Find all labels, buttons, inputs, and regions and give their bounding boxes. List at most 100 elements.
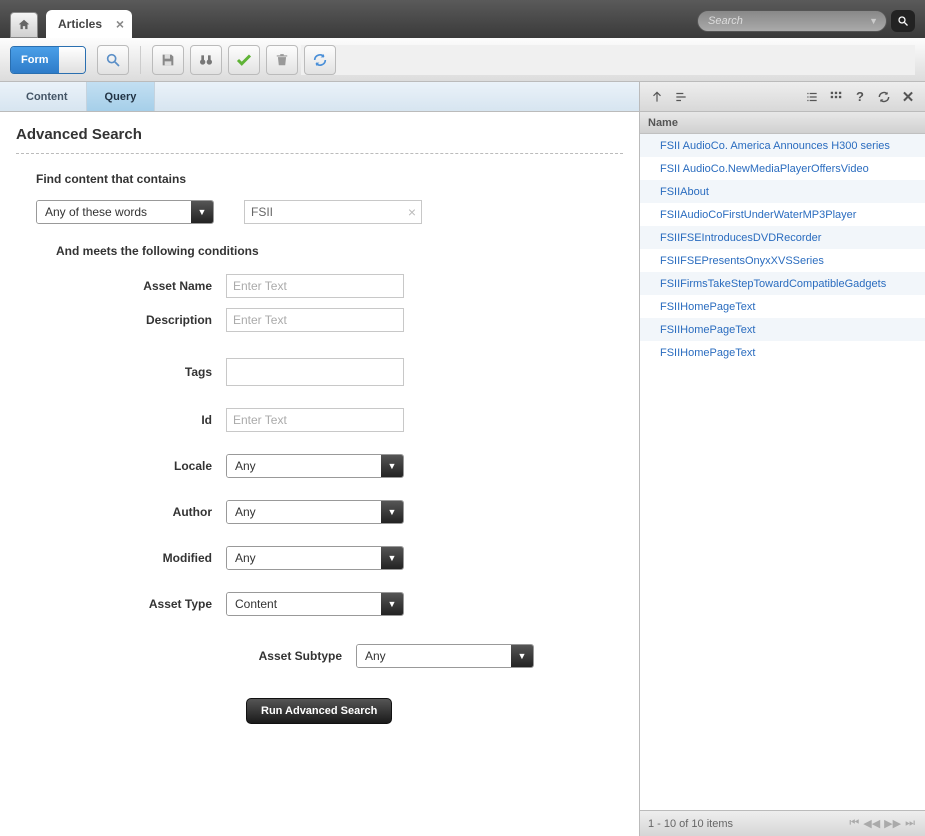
result-item[interactable]: FSIIFSEIntroducesDVDRecorder xyxy=(640,226,925,249)
page-prev-icon[interactable]: ◀◀ xyxy=(863,817,880,830)
refresh-results-icon[interactable] xyxy=(875,88,893,106)
description-input[interactable] xyxy=(226,308,404,332)
sort-icon[interactable] xyxy=(672,88,690,106)
search-button[interactable] xyxy=(891,10,915,32)
chevron-down-icon[interactable]: ▼ xyxy=(511,645,533,667)
close-icon[interactable]: × xyxy=(116,16,124,32)
result-item[interactable]: FSIIAudioCoFirstUnderWaterMP3Player xyxy=(640,203,925,226)
results-count: 1 - 10 of 10 items xyxy=(648,818,733,830)
locale-label: Locale xyxy=(16,459,226,473)
binoculars-icon xyxy=(198,52,214,68)
modified-value: Any xyxy=(227,547,381,569)
form-area: Advanced Search Find content that contai… xyxy=(0,112,639,836)
help-icon[interactable]: ? xyxy=(851,88,869,106)
search-icon xyxy=(897,15,909,27)
match-mode-select[interactable]: Any of these words ▼ xyxy=(36,200,214,224)
refresh-icon xyxy=(312,52,328,68)
chevron-down-icon[interactable]: ▼ xyxy=(381,455,403,477)
tab-query[interactable]: Query xyxy=(87,82,156,111)
result-item[interactable]: FSIIHomePageText xyxy=(640,341,925,364)
modified-label: Modified xyxy=(16,551,226,565)
trash-icon xyxy=(275,52,289,68)
result-item[interactable]: FSIIAbout xyxy=(640,180,925,203)
locale-select[interactable]: Any ▼ xyxy=(226,454,404,478)
results-toolbar: ? ✕ xyxy=(640,82,925,112)
result-item[interactable]: FSIIHomePageText xyxy=(640,318,925,341)
chevron-down-icon[interactable]: ▼ xyxy=(381,593,403,615)
run-search-button[interactable]: Run Advanced Search xyxy=(246,698,392,724)
save-button[interactable] xyxy=(152,45,184,75)
left-panel: Content Query Advanced Search Find conte… xyxy=(0,82,640,836)
result-item[interactable]: FSIIHomePageText xyxy=(640,295,925,318)
right-panel: ? ✕ Name FSII AudioCo. America Announces… xyxy=(640,82,925,836)
page-next-icon[interactable]: ▶▶ xyxy=(884,817,901,830)
asset-type-value: Content xyxy=(227,593,381,615)
dock-icon[interactable] xyxy=(648,88,666,106)
modified-select[interactable]: Any ▼ xyxy=(226,546,404,570)
results-header: Name xyxy=(640,112,925,134)
form-toggle-label: Form xyxy=(11,47,59,73)
conditions-label: And meets the following conditions xyxy=(56,244,623,258)
search-term-input[interactable] xyxy=(244,200,422,224)
tab-articles[interactable]: Articles × xyxy=(46,10,132,38)
search-placeholder: Search xyxy=(708,15,743,27)
page-title: Advanced Search xyxy=(16,126,623,143)
tab-strip: Articles × xyxy=(46,0,132,38)
description-label: Description xyxy=(16,313,226,327)
find-section-label: Find content that contains xyxy=(36,172,623,186)
asset-name-input[interactable] xyxy=(226,274,404,298)
author-value: Any xyxy=(227,501,381,523)
asset-type-label: Asset Type xyxy=(16,597,226,611)
asset-type-select[interactable]: Content ▼ xyxy=(226,592,404,616)
preview-button[interactable] xyxy=(190,45,222,75)
clear-icon[interactable]: × xyxy=(408,204,416,220)
locale-value: Any xyxy=(227,455,381,477)
global-search: Search ▼ xyxy=(697,10,915,32)
main-split: Content Query Advanced Search Find conte… xyxy=(0,82,925,836)
magnifier-icon xyxy=(105,52,121,68)
close-panel-icon[interactable]: ✕ xyxy=(899,88,917,106)
save-icon xyxy=(160,52,176,68)
asset-name-label: Asset Name xyxy=(16,279,226,293)
tab-content[interactable]: Content xyxy=(8,82,87,111)
result-item[interactable]: FSII AudioCo. America Announces H300 ser… xyxy=(640,134,925,157)
result-item[interactable]: FSII AudioCo.NewMediaPlayerOffersVideo xyxy=(640,157,925,180)
author-label: Author xyxy=(16,505,226,519)
results-list: FSII AudioCo. America Announces H300 ser… xyxy=(640,134,925,810)
id-label: Id xyxy=(16,413,226,427)
home-icon xyxy=(16,18,32,32)
top-bar: Articles × Search ▼ xyxy=(0,0,925,38)
asset-subtype-select[interactable]: Any ▼ xyxy=(356,644,534,668)
tags-input[interactable] xyxy=(226,358,404,386)
search-input[interactable]: Search ▼ xyxy=(697,10,887,32)
results-footer: 1 - 10 of 10 items ⏮ ◀◀ ▶▶ ⏭ xyxy=(640,810,925,836)
chevron-down-icon[interactable]: ▼ xyxy=(381,501,403,523)
tags-label: Tags xyxy=(16,365,226,379)
asset-subtype-label: Asset Subtype xyxy=(16,649,356,663)
id-input[interactable] xyxy=(226,408,404,432)
chevron-down-icon[interactable]: ▼ xyxy=(869,16,878,26)
author-select[interactable]: Any ▼ xyxy=(226,500,404,524)
delete-button[interactable] xyxy=(266,45,298,75)
chevron-down-icon[interactable]: ▼ xyxy=(381,547,403,569)
approve-button[interactable] xyxy=(228,45,260,75)
home-button[interactable] xyxy=(10,12,38,38)
refresh-button[interactable] xyxy=(304,45,336,75)
divider xyxy=(16,153,623,154)
form-toggle[interactable]: Form xyxy=(10,46,86,74)
result-item[interactable]: FSIIFSEPresentsOnyxXVSSeries xyxy=(640,249,925,272)
page-last-icon[interactable]: ⏭ xyxy=(905,817,915,830)
result-item[interactable]: FSIIFirmsTakeStepTowardCompatibleGadgets xyxy=(640,272,925,295)
sub-tabs: Content Query xyxy=(0,82,639,112)
chevron-down-icon[interactable]: ▼ xyxy=(191,201,213,223)
form-toggle-switch[interactable] xyxy=(59,47,85,73)
page-first-icon[interactable]: ⏮ xyxy=(849,817,859,830)
inspect-button[interactable] xyxy=(97,45,129,75)
asset-subtype-value: Any xyxy=(357,645,511,667)
grid-view-icon[interactable] xyxy=(827,88,845,106)
list-view-icon[interactable] xyxy=(803,88,821,106)
check-icon xyxy=(235,51,253,69)
toolbar: Form xyxy=(0,38,925,82)
separator xyxy=(140,46,141,74)
match-mode-value: Any of these words xyxy=(37,201,191,223)
